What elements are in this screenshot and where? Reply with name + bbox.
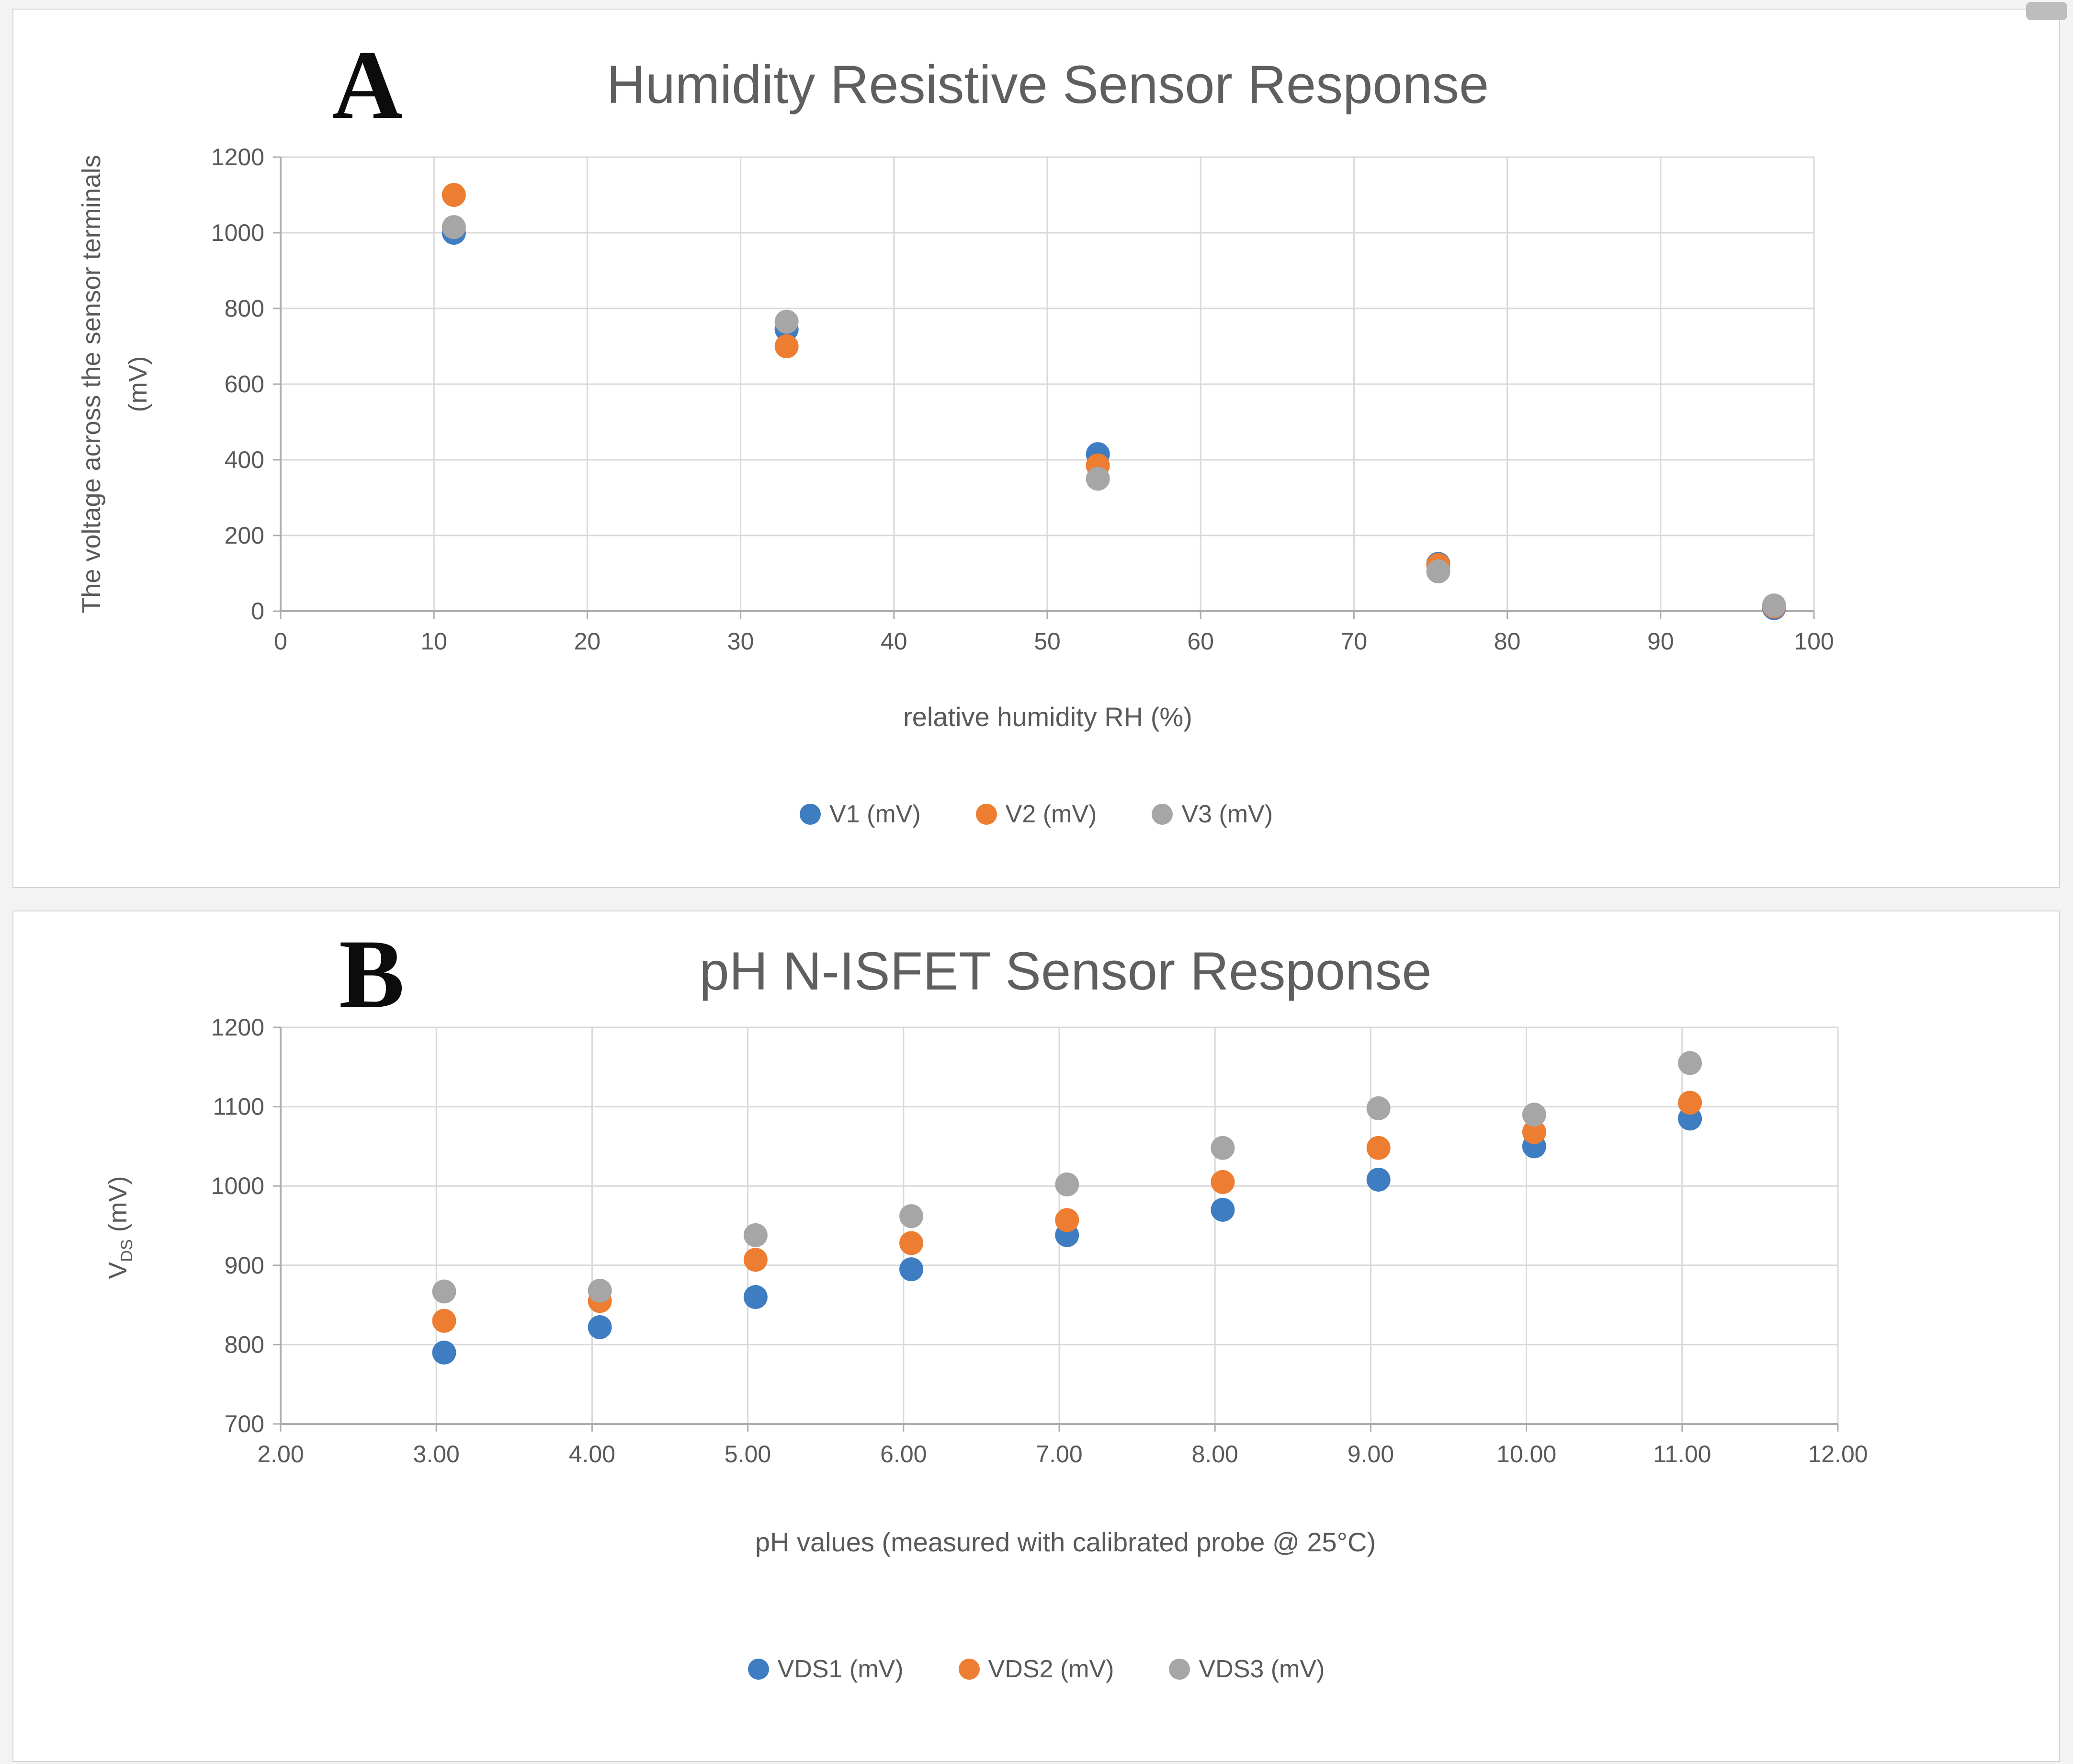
data-point: [1211, 1136, 1235, 1160]
y-tick-label: 200: [225, 522, 264, 549]
chart-a-title: Humidity Resistive Sensor Response: [606, 55, 1489, 114]
y-tick-label: 600: [225, 371, 264, 398]
x-tick-label: 5.00: [725, 1441, 771, 1468]
x-tick-label: 3.00: [413, 1441, 460, 1468]
data-point: [1678, 1091, 1702, 1115]
x-tick-label: 11.00: [1653, 1441, 1711, 1468]
data-point: [743, 1285, 768, 1309]
x-tick-label: 100: [1794, 628, 1834, 655]
legend-marker-icon: [1169, 1659, 1190, 1680]
data-point: [432, 1340, 456, 1365]
x-tick-label: 70: [1341, 628, 1368, 655]
y-tick-label: 800: [225, 1331, 264, 1358]
legend-label: V1 (mV): [829, 800, 921, 828]
panel-ph-chart: B pH N-ISFET Sensor Response VDS (mV) 2.…: [12, 910, 2060, 1762]
data-point: [743, 1248, 768, 1272]
data-point: [1211, 1170, 1235, 1194]
chart-b-plot-area: 2.00 3.00 4.00 5.00 6.00 7.00 8.00 9.00 10.00 11.…: [211, 1014, 1868, 1468]
window-artifact: [2026, 2, 2067, 20]
panel-letter-a: A: [332, 31, 403, 139]
y-tick-label: 400: [225, 446, 264, 473]
data-point: [1762, 593, 1786, 618]
chart-a-x-axis-label: relative humidity RH (%): [903, 702, 1192, 732]
chart-b-legend: VDS1 (mV) VDS2 (mV) VDS3 (mV): [13, 1655, 2059, 1684]
data-point: [1522, 1103, 1546, 1127]
legend-marker-icon: [1152, 804, 1173, 825]
data-point: [1678, 1051, 1702, 1075]
legend-item: V2 (mV): [975, 800, 1097, 829]
data-point: [1086, 467, 1110, 491]
data-point: [1211, 1197, 1235, 1222]
x-tick-label: 4.00: [569, 1441, 615, 1468]
x-tick-label: 60: [1187, 628, 1214, 655]
x-tick-label: 40: [881, 628, 907, 655]
legend-item: VDS2 (mV): [958, 1655, 1114, 1684]
data-point: [899, 1204, 924, 1229]
data-point: [743, 1223, 768, 1247]
chart-a-legend: V1 (mV) V2 (mV) V3 (mV): [13, 800, 2059, 829]
legend-marker-icon: [975, 804, 997, 825]
x-tick-label: 50: [1034, 628, 1061, 655]
x-tick-label: 20: [574, 628, 601, 655]
y-tick-label: 800: [225, 295, 264, 322]
data-point: [1366, 1167, 1391, 1192]
legend-label: V2 (mV): [1005, 800, 1097, 828]
legend-item: V3 (mV): [1152, 800, 1273, 829]
x-tick-label: 6.00: [880, 1441, 927, 1468]
legend-label: VDS2 (mV): [988, 1655, 1114, 1683]
y-tick-label: 700: [225, 1411, 264, 1437]
panel-humidity-chart: A Humidity Resistive Sensor Response The…: [12, 9, 2060, 888]
data-point: [1426, 559, 1450, 584]
data-point: [432, 1309, 456, 1333]
data-point: [774, 309, 799, 334]
legend-item: VDS3 (mV): [1169, 1655, 1325, 1684]
legend-marker-icon: [748, 1659, 769, 1680]
y-tick-label: 1000: [211, 1172, 264, 1199]
legend-label: V3 (mV): [1181, 800, 1273, 828]
x-tick-label: 80: [1494, 628, 1521, 655]
data-point: [1366, 1096, 1391, 1120]
x-tick-label: 10: [420, 628, 447, 655]
chart-b-title: pH N-ISFET Sensor Response: [699, 941, 1432, 1001]
y-tick-label: 0: [251, 598, 264, 625]
data-point: [588, 1315, 612, 1339]
chart-a-plot-area: 0 10 20 30 40 50 60 70 80 90 100020040060080010001…: [211, 144, 1834, 655]
legend-item: VDS1 (mV): [748, 1655, 904, 1684]
data-point: [442, 183, 466, 207]
y-tick-label: 1200: [211, 1014, 264, 1041]
y-tick-label: 900: [225, 1252, 264, 1279]
y-tick-label: 1000: [211, 219, 264, 246]
data-point: [442, 215, 466, 239]
legend-marker-icon: [799, 804, 821, 825]
data-point: [899, 1257, 924, 1282]
x-tick-label: 12.00: [1808, 1441, 1868, 1468]
x-tick-label: 10.00: [1496, 1441, 1556, 1468]
data-point: [1522, 1120, 1546, 1144]
data-point: [588, 1278, 612, 1303]
x-tick-label: 9.00: [1348, 1441, 1394, 1468]
x-tick-label: 90: [1647, 628, 1674, 655]
data-point: [432, 1279, 456, 1304]
x-tick-label: 30: [727, 628, 754, 655]
y-tick-label: 1100: [213, 1093, 264, 1120]
chart-b-x-axis-label: pH values (measured with calibrated prob…: [755, 1527, 1376, 1557]
legend-marker-icon: [958, 1659, 980, 1680]
data-point: [899, 1231, 924, 1255]
y-tick-label: 1200: [211, 144, 264, 171]
data-point: [1055, 1208, 1079, 1232]
x-tick-label: 0: [274, 628, 287, 655]
legend-label: VDS1 (mV): [777, 1655, 904, 1683]
panel-letter-b: B: [339, 920, 405, 1028]
data-point: [774, 334, 799, 358]
legend-label: VDS3 (mV): [1199, 1655, 1325, 1683]
x-tick-label: 2.00: [257, 1441, 304, 1468]
data-point: [1055, 1172, 1079, 1196]
legend-item: V1 (mV): [799, 800, 921, 829]
x-tick-label: 7.00: [1036, 1441, 1082, 1468]
x-tick-label: 8.00: [1192, 1441, 1238, 1468]
data-point: [1366, 1136, 1391, 1160]
